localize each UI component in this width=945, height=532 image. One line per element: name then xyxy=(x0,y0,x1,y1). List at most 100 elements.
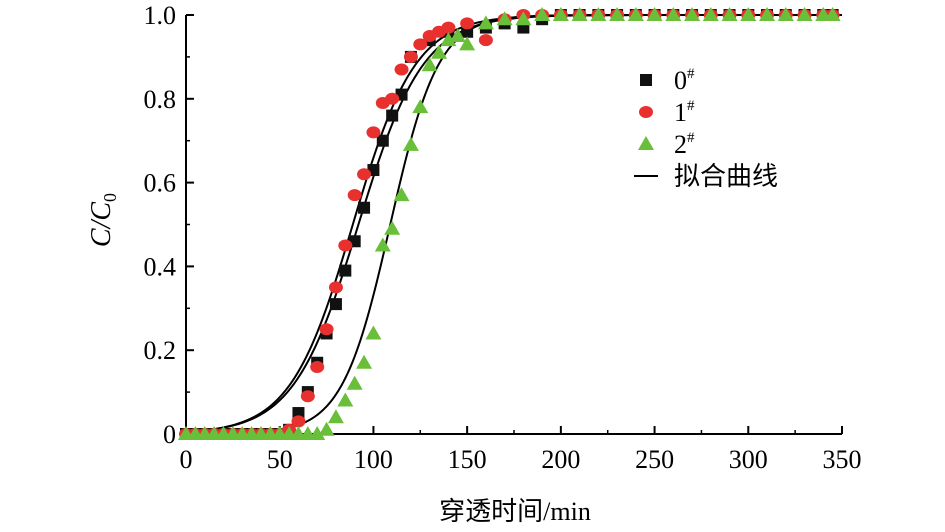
data-point xyxy=(385,92,400,105)
data-point xyxy=(356,354,373,369)
series-circle xyxy=(179,9,840,440)
legend-label-main: 1 xyxy=(674,98,687,127)
data-point xyxy=(646,7,663,21)
data-point xyxy=(346,375,363,390)
x-tick-label: 150 xyxy=(448,445,487,474)
data-point xyxy=(496,11,513,26)
legend-marker xyxy=(638,136,654,150)
data-point xyxy=(824,7,841,21)
data-point xyxy=(394,63,409,76)
data-points xyxy=(178,7,841,440)
data-point xyxy=(440,32,457,47)
data-point xyxy=(357,168,372,181)
legend-label-sup: # xyxy=(687,130,695,146)
data-point xyxy=(327,409,344,424)
data-point xyxy=(319,323,334,336)
y-axis-label-sub: 0 xyxy=(100,193,120,202)
fit-curves xyxy=(185,14,842,435)
y-tick-label: 0.8 xyxy=(144,85,177,114)
legend-label: 1# xyxy=(674,98,695,127)
data-point xyxy=(309,426,326,440)
x-tick-label: 200 xyxy=(541,445,580,474)
y-tick-label: 0 xyxy=(163,420,176,449)
legend-label-sup: # xyxy=(687,66,695,82)
series-square xyxy=(180,9,839,440)
data-point xyxy=(571,7,588,21)
x-tick-label: 350 xyxy=(823,445,862,474)
x-tick-label: 250 xyxy=(635,445,674,474)
data-point xyxy=(552,7,569,21)
data-point xyxy=(759,7,776,21)
legend-label-main: 2 xyxy=(674,130,687,159)
data-point xyxy=(403,50,418,63)
y-tick-label: 0.4 xyxy=(144,252,177,281)
data-point xyxy=(721,7,738,21)
x-tick-label: 100 xyxy=(354,445,393,474)
data-point xyxy=(347,189,362,202)
data-point xyxy=(740,7,757,21)
legend-label: 拟合曲线 xyxy=(674,162,778,191)
data-point xyxy=(300,390,315,403)
data-point xyxy=(609,7,626,21)
axes: 0 50 100 150 200 250 300 350 0 0.2 0.4 0.6 0.8 1.0 xyxy=(144,1,862,474)
y-axis-label-main: C/C xyxy=(86,202,117,247)
y-tick-label: 0.6 xyxy=(144,169,177,198)
data-point xyxy=(386,109,399,122)
data-point xyxy=(366,126,381,139)
data-point xyxy=(777,7,794,21)
data-point xyxy=(339,264,352,277)
legend: 0#1#2#拟合曲线 xyxy=(634,66,778,191)
data-point xyxy=(337,392,354,407)
data-point xyxy=(291,415,306,428)
y-tick-label: 1.0 xyxy=(144,1,177,30)
data-point xyxy=(449,27,466,42)
data-point xyxy=(477,15,494,30)
data-point xyxy=(376,134,389,147)
fit-1 xyxy=(185,14,842,433)
data-point xyxy=(515,11,532,26)
data-point xyxy=(478,34,493,47)
data-point xyxy=(402,136,419,151)
data-point xyxy=(310,360,325,373)
legend-label-sup: # xyxy=(687,98,695,114)
data-point xyxy=(441,21,456,34)
y-axis-label: C/C0 xyxy=(86,193,120,247)
data-point xyxy=(413,38,428,51)
data-point xyxy=(358,201,371,214)
legend-label: 2# xyxy=(674,130,695,159)
data-point xyxy=(460,17,475,30)
data-point xyxy=(393,187,410,202)
data-point xyxy=(374,237,391,252)
data-point xyxy=(702,7,719,21)
data-point xyxy=(384,220,401,235)
data-point xyxy=(412,99,429,114)
x-tick-label: 0 xyxy=(180,445,193,474)
data-point xyxy=(338,239,353,252)
x-tick-label: 300 xyxy=(729,445,768,474)
legend-label-main: 0 xyxy=(674,66,687,95)
data-point xyxy=(534,7,551,21)
fit-0 xyxy=(185,14,842,433)
series-triangle xyxy=(178,7,841,440)
data-point xyxy=(459,36,476,51)
legend-marker xyxy=(639,106,653,118)
data-point xyxy=(665,7,682,21)
legend-marker xyxy=(640,74,652,86)
data-point xyxy=(318,421,335,436)
data-point xyxy=(431,44,448,59)
data-point xyxy=(590,7,607,21)
legend-label-main: 拟合曲线 xyxy=(674,162,778,191)
y-tick-label: 0.2 xyxy=(144,336,177,365)
data-point xyxy=(365,325,382,340)
legend-label: 0# xyxy=(674,66,695,95)
data-point xyxy=(329,298,342,311)
data-point xyxy=(796,7,813,21)
x-axis-label: 穿透时间/min xyxy=(439,497,591,526)
x-tick-label: 50 xyxy=(267,445,293,474)
data-point xyxy=(627,7,644,21)
data-point xyxy=(328,281,343,294)
data-point xyxy=(421,57,438,72)
data-point xyxy=(684,7,701,21)
fit-2 xyxy=(186,14,842,435)
